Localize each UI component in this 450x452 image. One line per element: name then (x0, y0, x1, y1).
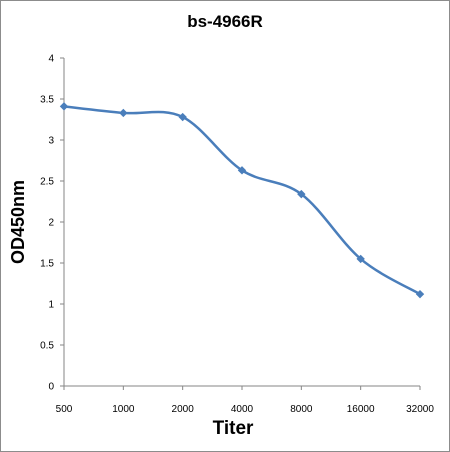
x-tick-label: 16000 (347, 404, 375, 415)
data-point-marker (415, 289, 425, 299)
y-axis-title: OD450nm (8, 180, 28, 264)
data-point-marker (356, 254, 365, 264)
x-axis: 500 1000 2000 4000 8000 16000 32000 (56, 385, 434, 415)
x-tick-label: 32000 (406, 404, 434, 415)
data-point-marker (297, 189, 306, 199)
series-group (59, 102, 425, 299)
data-point-marker (59, 102, 69, 111)
x-tick-label: 8000 (290, 404, 313, 415)
y-tick-label: 0.5 (40, 341, 54, 352)
x-tick-label: 500 (56, 404, 73, 415)
y-tick-label: 4 (48, 54, 54, 65)
y-tick-label: 3 (48, 136, 54, 147)
data-point-marker (178, 112, 187, 122)
data-point-marker (119, 108, 128, 118)
x-tick-label: 2000 (172, 404, 195, 415)
y-axis: 0 0.5 1 1.5 2 2.5 3 3.5 4 (40, 54, 65, 393)
y-tick-label: 1 (48, 300, 54, 311)
y-tick-label: 0 (48, 382, 54, 393)
y-tick-label: 3.5 (40, 95, 54, 106)
y-tick-label: 2.5 (40, 177, 54, 188)
x-axis-title: Titer (213, 418, 254, 439)
data-point-marker (237, 166, 247, 175)
y-tick-label: 2 (48, 218, 54, 229)
chart-title: bs-4966R (187, 12, 263, 31)
x-tick-label: 1000 (112, 404, 135, 415)
y-tick-label: 1.5 (40, 259, 54, 270)
x-tick-label: 4000 (231, 404, 254, 415)
